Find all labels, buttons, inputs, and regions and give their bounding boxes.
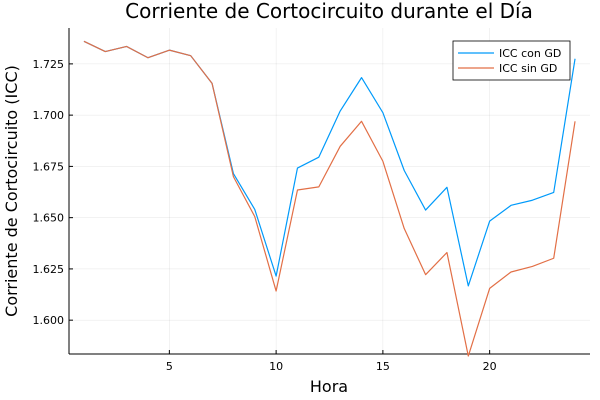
legend-box [452,40,571,81]
chart-title: Corriente de Cortocircuito durante el Dí… [125,0,533,23]
y-tick-label: 1.725 [33,58,65,71]
y-ticks: 1.600 1.625 1.650 1.675 1.700 1.725 [33,58,73,327]
y-tick-label: 1.675 [33,160,65,173]
y-axis-label: Corriente de Cortocircuito (ICC) [2,65,21,317]
x-ticks: 5 10 15 20 [166,350,497,373]
x-tick-label: 5 [166,360,173,373]
x-tick-label: 10 [269,360,283,373]
axes [68,28,590,355]
x-tick-label: 15 [376,360,390,373]
legend: ICC con GD ICC sin GD [452,40,571,81]
series-layer [83,40,576,357]
legend-label-2: ICC sin GD [499,62,557,75]
legend-label-1: ICC con GD [499,47,561,60]
y-tick-label: 1.600 [33,314,65,327]
x-axis-label: Hora [310,377,348,396]
y-tick-label: 1.700 [33,109,65,122]
series-line-2 [83,40,576,357]
y-tick-label: 1.650 [33,212,65,225]
x-tick-label: 20 [483,360,497,373]
y-tick-label: 1.625 [33,263,65,276]
